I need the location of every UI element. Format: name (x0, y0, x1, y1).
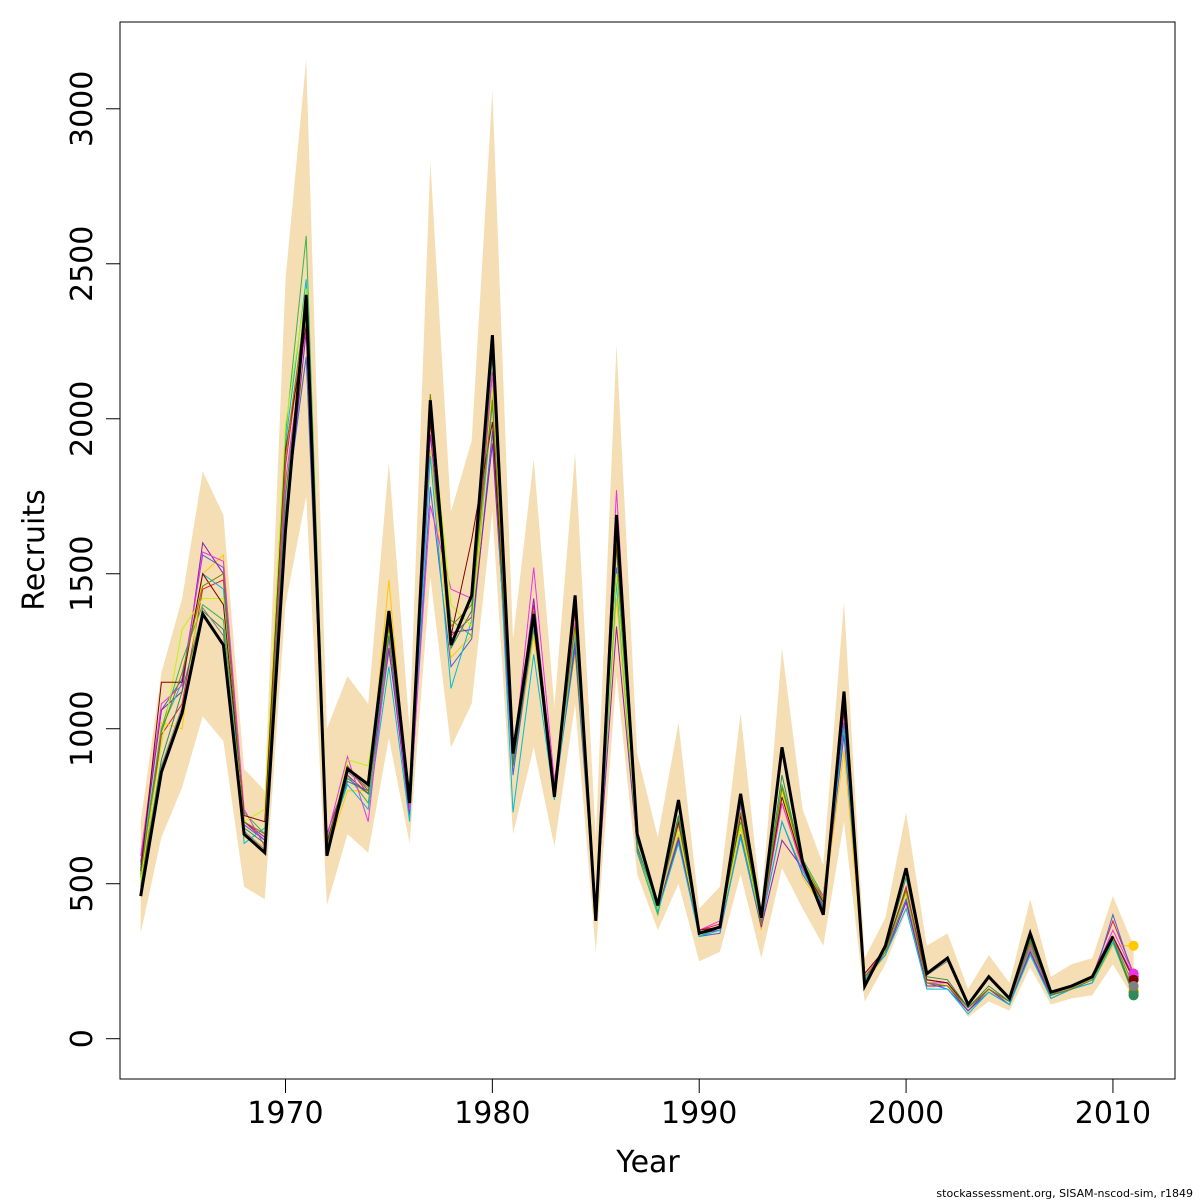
plot-frame (119, 21, 1176, 1080)
y-tick-label-2000: 2000 (65, 381, 100, 457)
y-tick-label-1000: 1000 (65, 691, 100, 767)
end-points (1128, 940, 1139, 1001)
x-tick-label-1980: 1980 (454, 1096, 530, 1131)
simulation-line-8 (140, 288, 1135, 1009)
footer-credit: stockassessment.org, SISAM-nscod-sim, r1… (936, 1187, 1193, 1200)
confidence-band (140, 59, 1134, 1017)
y-tick-label-0: 0 (65, 1029, 100, 1048)
end-point-3 (1128, 940, 1139, 951)
y-axis-title: Recruits (17, 489, 52, 611)
x-tick-label-2010: 2010 (1075, 1096, 1151, 1131)
end-point-12 (1128, 981, 1139, 991)
x-tick-label-1990: 1990 (661, 1096, 737, 1131)
y-tick-label-500: 500 (65, 855, 100, 912)
x-axis: 1970 1980 1990 2000 2010 (247, 1079, 1151, 1131)
x-tick-label-2000: 2000 (868, 1096, 944, 1131)
x-tick-label-1970: 1970 (247, 1096, 323, 1131)
y-tick-label-3000: 3000 (65, 71, 100, 147)
x-axis-title: Year (615, 1145, 680, 1180)
end-point-11 (1128, 990, 1139, 1001)
y-tick-label-2500: 2500 (65, 226, 100, 302)
y-tick-label-1500: 1500 (65, 536, 100, 612)
y-axis: 0 500 1000 1500 2000 2500 3000 (65, 71, 120, 1048)
main-series-line (139, 294, 1115, 1008)
